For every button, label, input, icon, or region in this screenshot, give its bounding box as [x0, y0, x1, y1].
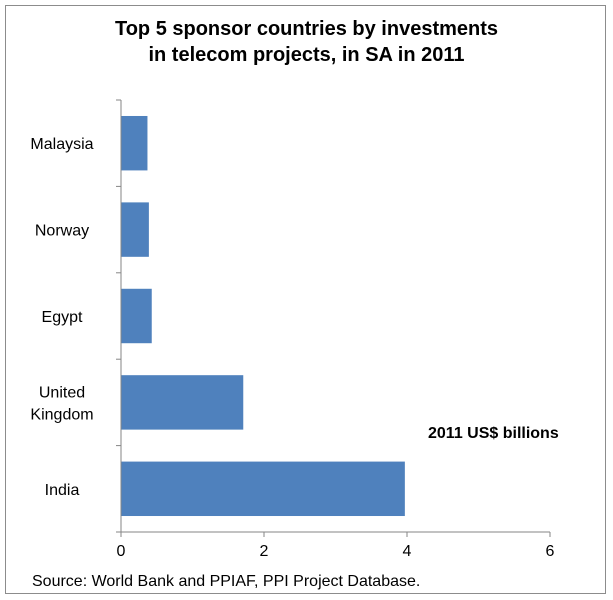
- x-tick-label: 2: [260, 543, 269, 560]
- category-label: United: [39, 384, 85, 401]
- chart-frame: [5, 5, 606, 594]
- x-tick-label: 0: [117, 543, 126, 560]
- chart-title-line-2: in telecom projects, in SA in 2011: [148, 44, 465, 66]
- category-label: Norway: [35, 223, 89, 240]
- category-label: Egypt: [42, 309, 83, 326]
- units-annotation: 2011 US$ billions: [428, 425, 559, 442]
- category-label: India: [45, 482, 80, 499]
- bar-india: [121, 461, 405, 517]
- x-tick-label: 6: [546, 543, 555, 560]
- bar-united-kingdom: [121, 375, 244, 430]
- chart-title: Top 5 sponsor countries by investments i…: [0, 16, 613, 68]
- category-label: Kingdom: [30, 406, 93, 423]
- chart-title-line-1: Top 5 sponsor countries by investments: [114, 18, 499, 40]
- bar-malaysia: [121, 115, 148, 171]
- bar-egypt: [121, 288, 152, 344]
- x-tick-label: 4: [403, 543, 412, 560]
- category-label: Malaysia: [30, 136, 93, 153]
- source-note: Source: World Bank and PPIAF, PPI Projec…: [32, 573, 421, 590]
- bar-norway: [121, 202, 149, 257]
